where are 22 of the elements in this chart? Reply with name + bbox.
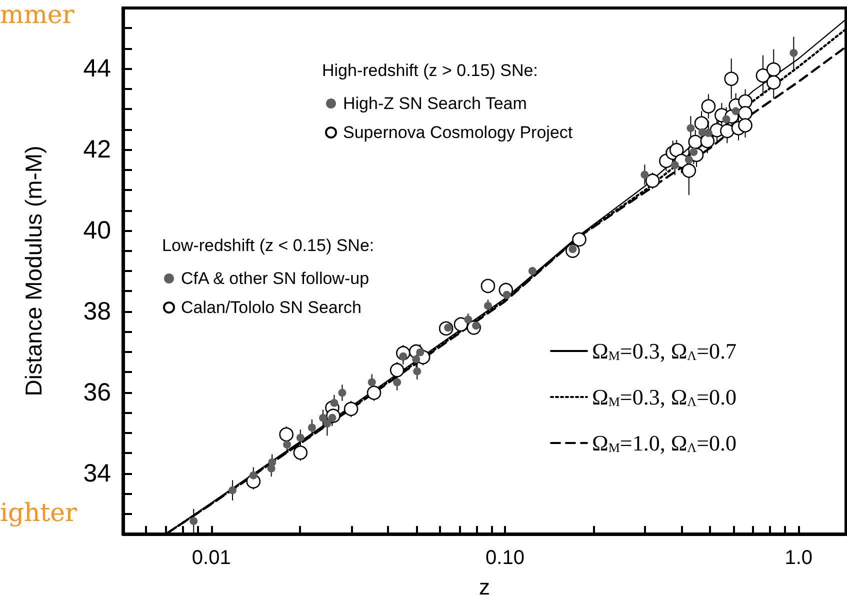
x-tick-label: 0.10 xyxy=(486,547,524,569)
annotation: Low-redshift (z < 0.15) SNe: xyxy=(162,236,374,255)
y-tick-label: 40 xyxy=(83,216,111,245)
x-axis-title: z xyxy=(479,574,490,600)
annotation: High-redshift (z > 0.15) SNe: xyxy=(322,61,538,80)
legend-label: ΩM=0.3, ΩΛ=0.0 xyxy=(592,384,737,410)
y-tick-label: 44 xyxy=(83,54,112,83)
x-tick-label: 0.01 xyxy=(192,547,231,569)
legend-label: Supernova Cosmology Project xyxy=(343,123,573,142)
text: ighter xyxy=(0,498,77,527)
y-tick-label: 38 xyxy=(83,297,111,326)
legend-label: ΩM=1.0, ΩΛ=0.0 xyxy=(592,430,737,456)
y-tick-label: 42 xyxy=(83,136,111,164)
y-tick-label: 34 xyxy=(83,459,112,488)
legend-label: CfA & other SN follow-up xyxy=(181,269,370,288)
legend-label: High-Z SN Search Team xyxy=(343,94,527,113)
legend-label: Calan/Tololo SN Search xyxy=(181,298,362,317)
y-tick-label: 36 xyxy=(83,378,111,406)
x-tick-label: 1.0 xyxy=(784,547,813,569)
text: mmer xyxy=(0,0,74,29)
y-axis-title: Distance Modulus (m-M) xyxy=(20,146,46,396)
legend-label: ΩM=0.3, ΩΛ=0.7 xyxy=(592,338,737,364)
